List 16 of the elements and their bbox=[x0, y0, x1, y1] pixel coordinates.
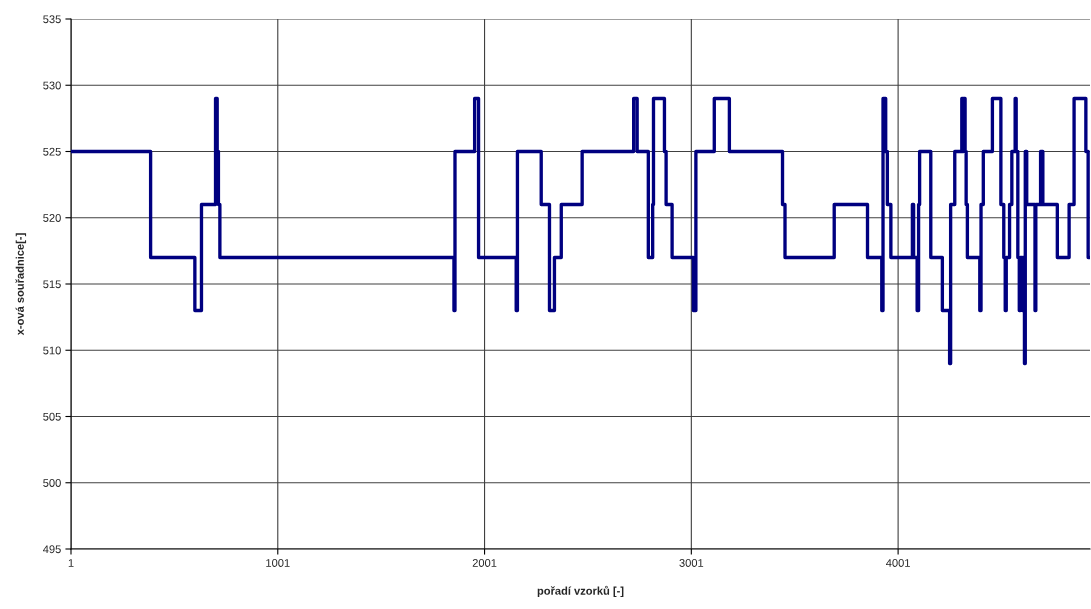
y-axis-title: x-ová souřadnice[-] bbox=[15, 233, 27, 336]
y-tick-label: 500 bbox=[43, 479, 61, 487]
x-axis-title: pořadí vzorků [-] bbox=[537, 585, 624, 597]
y-tick-label: 535 bbox=[43, 15, 61, 24]
x-tick-label: 1 bbox=[68, 559, 74, 567]
x-tick-label: 4001 bbox=[886, 559, 910, 567]
y-tick-label: 525 bbox=[43, 147, 61, 156]
y-tick-label: 520 bbox=[43, 214, 61, 222]
y-tick-label: 515 bbox=[43, 280, 61, 289]
x-tick-label: 2001 bbox=[472, 559, 497, 567]
y-tick-label: 510 bbox=[43, 346, 61, 355]
y-tick-label: 505 bbox=[43, 412, 61, 421]
y-tick-label: 530 bbox=[43, 81, 61, 90]
x-tick-label: 1001 bbox=[266, 559, 290, 567]
x-tick-label: 3001 bbox=[679, 559, 704, 567]
y-tick-label: 495 bbox=[43, 545, 61, 554]
